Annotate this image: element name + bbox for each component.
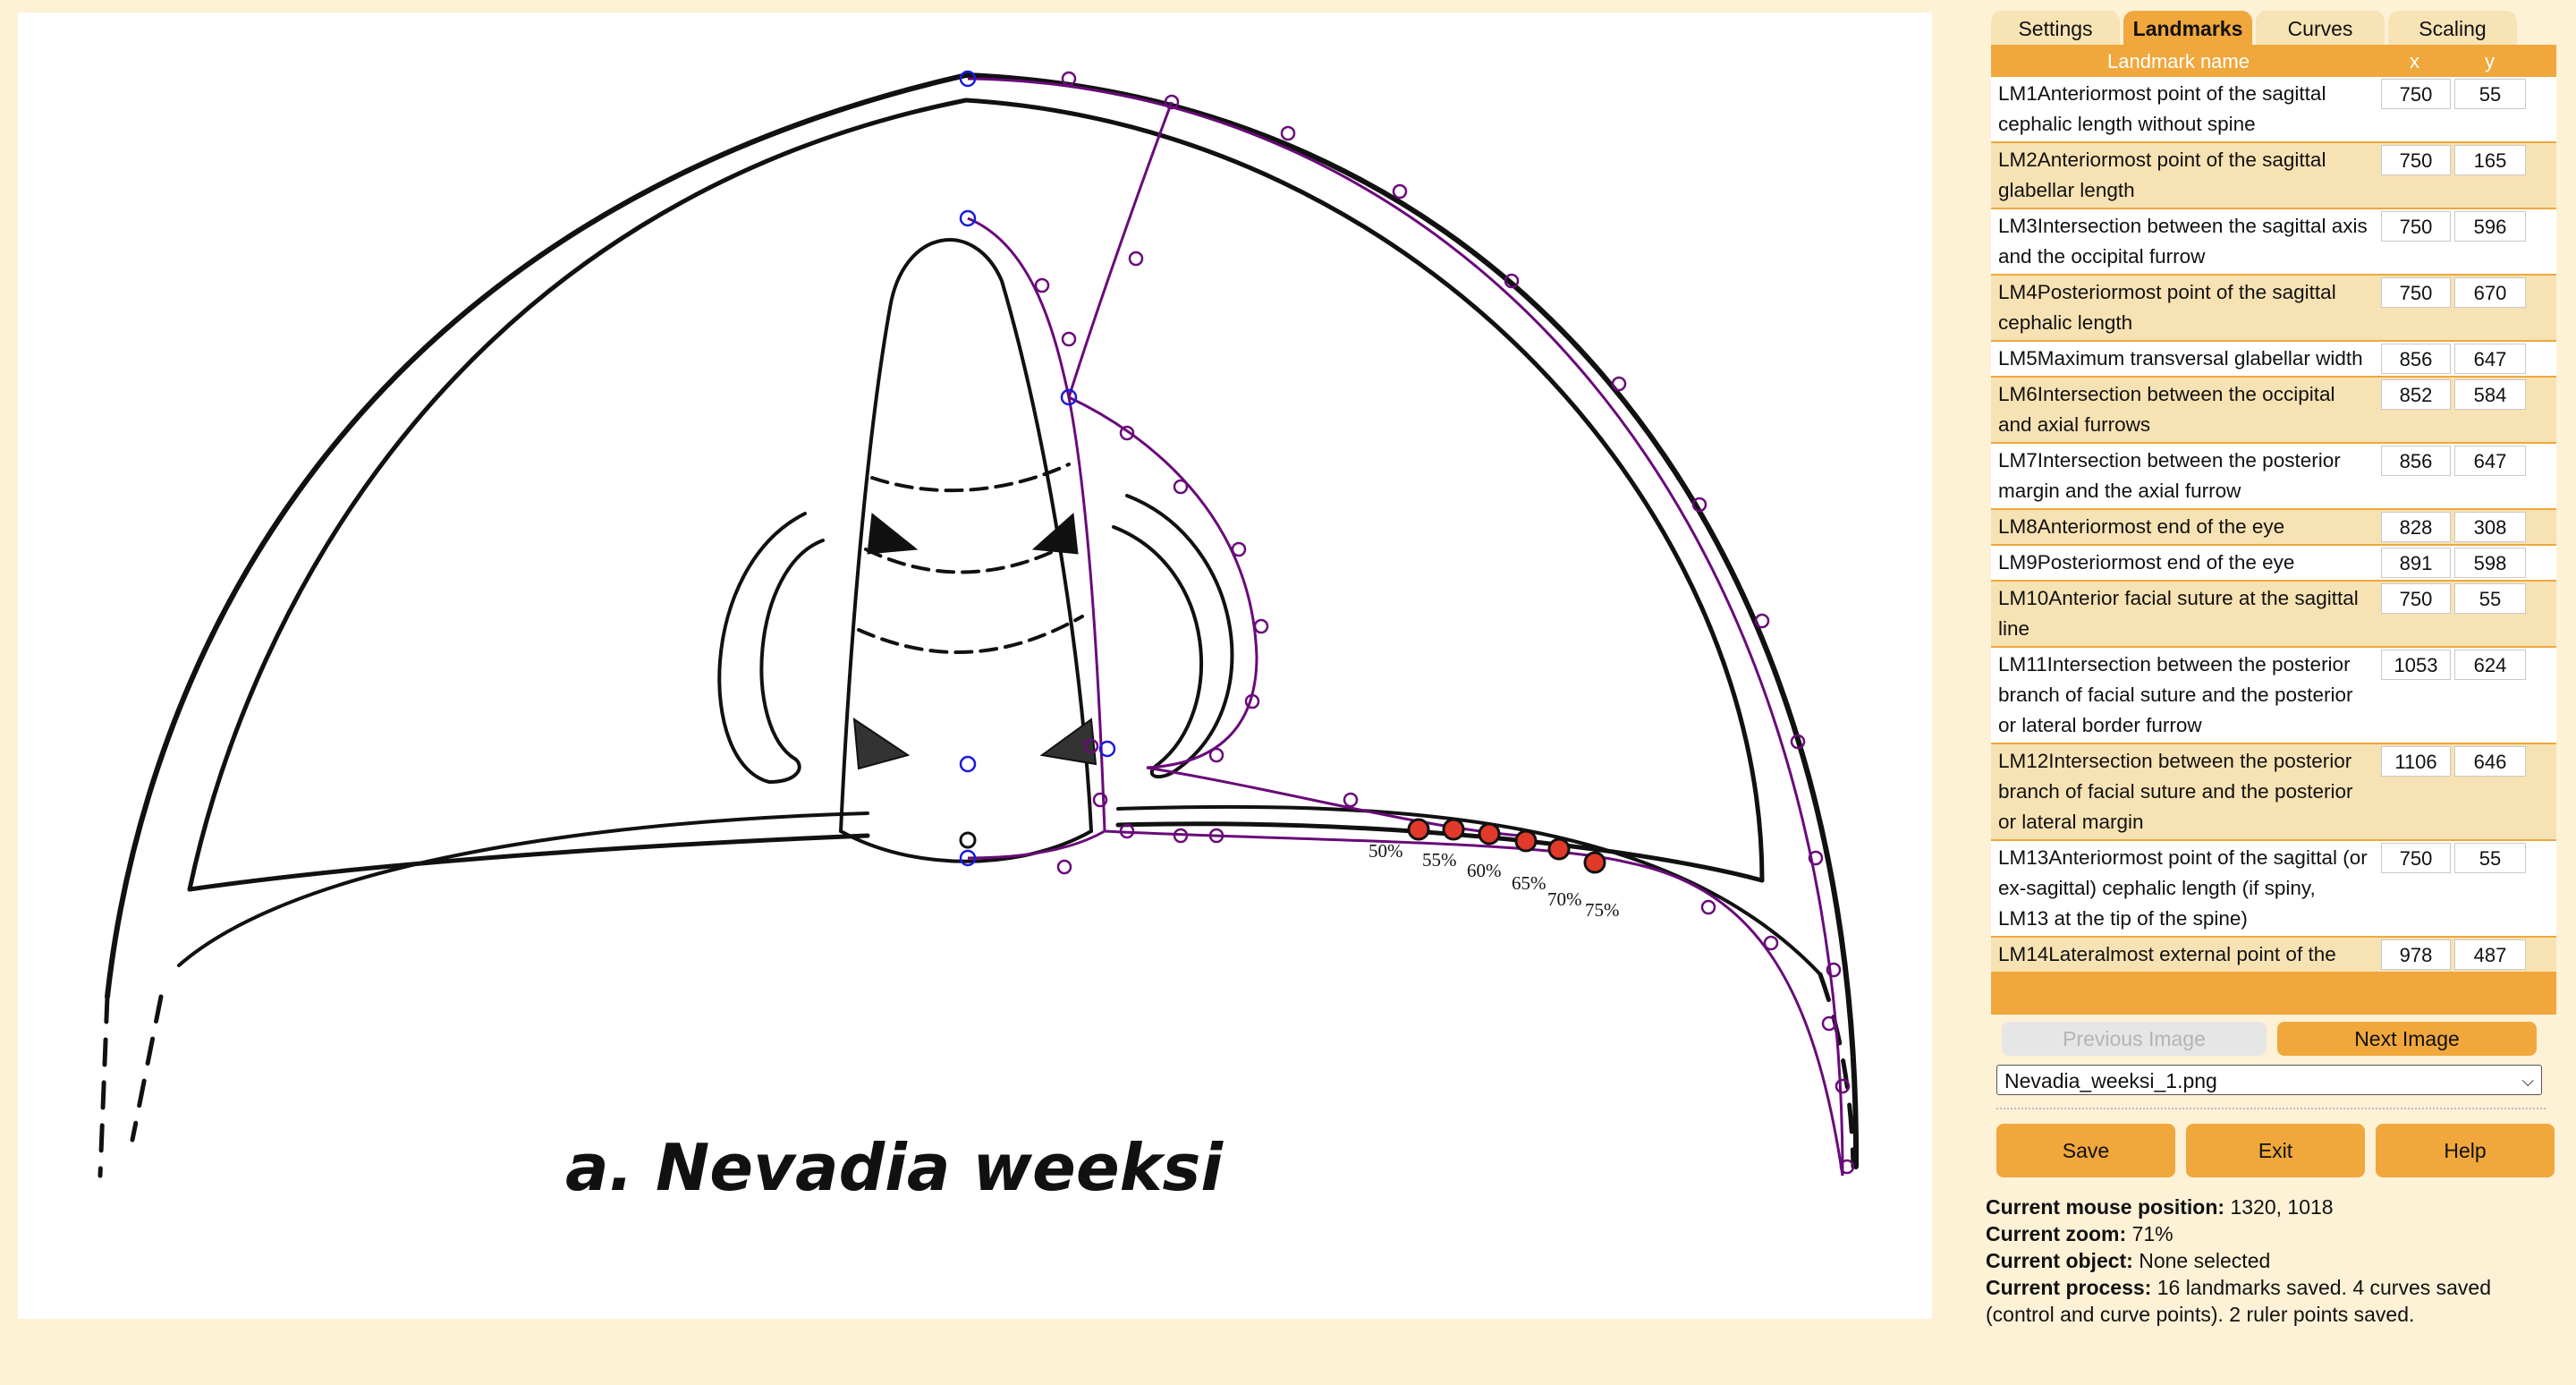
tab-curves[interactable]: Curves <box>2256 11 2385 45</box>
chevron-down-icon: ⌵ <box>2521 1072 2534 1090</box>
image-canvas[interactable]: 50% 55% 60% 65% 70% 75% a. Nevadia weeks… <box>18 13 1932 1319</box>
landmark-y-field[interactable]: 647 <box>2454 446 2526 476</box>
landmark-x-field[interactable]: 856 <box>2381 344 2451 374</box>
landmark-x-field[interactable]: 891 <box>2381 548 2451 578</box>
landmark-y-field[interactable]: 55 <box>2454 843 2526 873</box>
table-row[interactable]: LM13Anteriormost point of the sagittal (… <box>1991 839 2556 936</box>
landmark-x-field[interactable]: 750 <box>2381 843 2451 873</box>
table-row[interactable]: LM3Intersection between the sagittal axi… <box>1991 208 2556 274</box>
tab-landmarks[interactable]: Landmarks <box>2123 11 2252 45</box>
landmark-x-field[interactable]: 1106 <box>2381 746 2451 777</box>
landmark-name-cell: LM4Posteriormost point of the sagittal c… <box>1998 281 2336 334</box>
landmark-name-cell: LM8Anteriormost end of the eye <box>1998 515 2285 538</box>
tab-settings[interactable]: Settings <box>1991 11 2120 45</box>
exit-button[interactable]: Exit <box>2186 1124 2365 1177</box>
landmark-name-cell: LM6Intersection between the occipital an… <box>1998 383 2335 436</box>
table-row[interactable]: LM11Intersection between the posterior b… <box>1991 646 2556 743</box>
table-row[interactable]: LM2Anteriormost point of the sagittal gl… <box>1991 141 2556 208</box>
landmark-y-field[interactable]: 55 <box>2454 583 2526 614</box>
landmark-name-cell: LM2Anteriormost point of the sagittal gl… <box>1998 149 2326 201</box>
landmark-x-field[interactable]: 828 <box>2381 512 2451 542</box>
landmark-name-cell: LM7Intersection between the posterior ma… <box>1998 449 2341 502</box>
landmark-name-cell: LM12Intersection between the posterior b… <box>1998 750 2353 833</box>
table-row[interactable]: LM1Anteriormost point of the sagittal ce… <box>1991 75 2556 141</box>
percent-label-55: 55% <box>1422 849 1457 871</box>
landmark-x-field[interactable]: 978 <box>2381 939 2451 970</box>
status-zoom: Current zoom: 71% <box>1986 1222 2174 1245</box>
landmark-x-field[interactable]: 750 <box>2381 145 2451 175</box>
landmark-name-cell: LM1Anteriormost point of the sagittal ce… <box>1998 82 2326 135</box>
landmark-name-cell: LM10Anterior facial suture at the sagitt… <box>1998 587 2359 640</box>
landmark-name-cell: LM14Lateralmost external point of the <box>1998 943 2336 965</box>
table-row[interactable]: LM6Intersection between the occipital an… <box>1991 376 2556 442</box>
status-process: Current process: 16 landmarks saved. 4 c… <box>1986 1276 2492 1326</box>
header-landmark-name: Landmark name <box>2107 50 2250 72</box>
tab-scaling[interactable]: Scaling <box>2388 11 2517 45</box>
curve-points[interactable] <box>1034 71 1855 1175</box>
specimen-drawing[interactable]: 50% 55% 60% 65% 70% 75% a. Nevadia weeks… <box>18 13 1932 1319</box>
percent-label-70: 70% <box>1547 888 1582 910</box>
status-mouse: Current mouse position: 1320, 1018 <box>1986 1195 2334 1219</box>
table-header: Landmark name x y <box>1991 45 2556 75</box>
landmark-y-field[interactable]: 55 <box>2454 79 2526 109</box>
previous-image-button[interactable]: Previous Image <box>2002 1022 2267 1056</box>
percent-label-60: 60% <box>1467 860 1502 881</box>
trilobite-outline <box>97 72 1860 1178</box>
table-row[interactable]: LM7Intersection between the posterior ma… <box>1991 442 2556 508</box>
table-row[interactable]: LM4Posteriormost point of the sagittal c… <box>1991 274 2556 340</box>
table-body: LM1Anteriormost point of the sagittal ce… <box>1991 75 2556 972</box>
landmark-x-field[interactable]: 852 <box>2381 379 2451 410</box>
status-panel: Current mouse position: 1320, 1018 Curre… <box>1986 1194 2549 1328</box>
landmark-name-cell: LM9Posteriormost end of the eye <box>1998 551 2295 574</box>
landmark-y-field[interactable]: 670 <box>2454 277 2526 308</box>
table-row[interactable]: LM5Maximum transversal glabellar width 85… <box>1991 340 2556 376</box>
landmark-y-field[interactable]: 647 <box>2454 344 2526 374</box>
landmark-x-field[interactable]: 750 <box>2381 277 2451 308</box>
landmark-points[interactable] <box>959 70 1116 867</box>
side-panel: Settings Landmarks Curves Scaling Landma… <box>1986 11 2558 1371</box>
landmark-x-field[interactable]: 750 <box>2381 211 2451 242</box>
landmark-y-field[interactable]: 596 <box>2454 211 2526 242</box>
divider <box>1996 1108 2546 1109</box>
landmark-x-field[interactable]: 750 <box>2381 79 2451 109</box>
percent-labels: 50% 55% 60% 65% 70% 75% <box>1368 840 1620 921</box>
table-row[interactable]: LM10Anterior facial suture at the sagitt… <box>1991 580 2556 646</box>
landmark-table[interactable]: Landmark name x y LM1Anteriormost point … <box>1991 45 2556 1015</box>
landmark-name-cell: LM13Anteriormost point of the sagittal (… <box>1998 846 2368 930</box>
landmark-x-field[interactable]: 1053 <box>2381 650 2451 680</box>
landmark-x-field[interactable]: 750 <box>2381 583 2451 614</box>
landmark-y-field[interactable]: 165 <box>2454 145 2526 175</box>
image-file-select[interactable]: Nevadia_weeksi_1.png ⌵ <box>1996 1065 2542 1095</box>
percent-label-65: 65% <box>1512 872 1546 894</box>
image-file-select-value: Nevadia_weeksi_1.png <box>2004 1069 2217 1092</box>
help-button[interactable]: Help <box>2376 1124 2555 1177</box>
percent-label-75: 75% <box>1585 899 1620 921</box>
landmark-y-field[interactable]: 624 <box>2454 650 2526 680</box>
table-row[interactable]: LM12Intersection between the posterior b… <box>1991 743 2556 839</box>
landmark-y-field[interactable]: 598 <box>2454 548 2526 578</box>
percent-label-50: 50% <box>1368 840 1403 862</box>
percent-markers[interactable] <box>1407 818 1606 874</box>
landmark-name-cell: LM5Maximum transversal glabellar width <box>1998 347 2363 370</box>
landmark-y-field[interactable]: 308 <box>2454 512 2526 542</box>
save-button[interactable]: Save <box>1996 1124 2175 1177</box>
status-object: Current object: None selected <box>1986 1249 2271 1272</box>
table-row[interactable]: LM8Anteriormost end of the eye 828 308 <box>1991 508 2556 544</box>
landmark-name-cell: LM11Intersection between the posterior b… <box>1998 653 2353 736</box>
landmark-y-field[interactable]: 646 <box>2454 746 2526 777</box>
header-y: y <box>2485 50 2495 72</box>
landmark-y-field[interactable]: 487 <box>2454 939 2526 970</box>
next-image-button[interactable]: Next Image <box>2277 1022 2537 1056</box>
specimen-caption: a. Nevadia weeksi <box>565 1130 1224 1205</box>
table-row[interactable]: LM14Lateralmost external point of the 978… <box>1991 936 2556 972</box>
landmark-y-field[interactable]: 584 <box>2454 379 2526 410</box>
header-x: x <box>2410 50 2419 72</box>
landmark-name-cell: LM3Intersection between the sagittal axi… <box>1998 215 2368 268</box>
landmark-x-field[interactable]: 856 <box>2381 446 2451 476</box>
table-row[interactable]: LM9Posteriormost end of the eye 891 598 <box>1991 544 2556 580</box>
